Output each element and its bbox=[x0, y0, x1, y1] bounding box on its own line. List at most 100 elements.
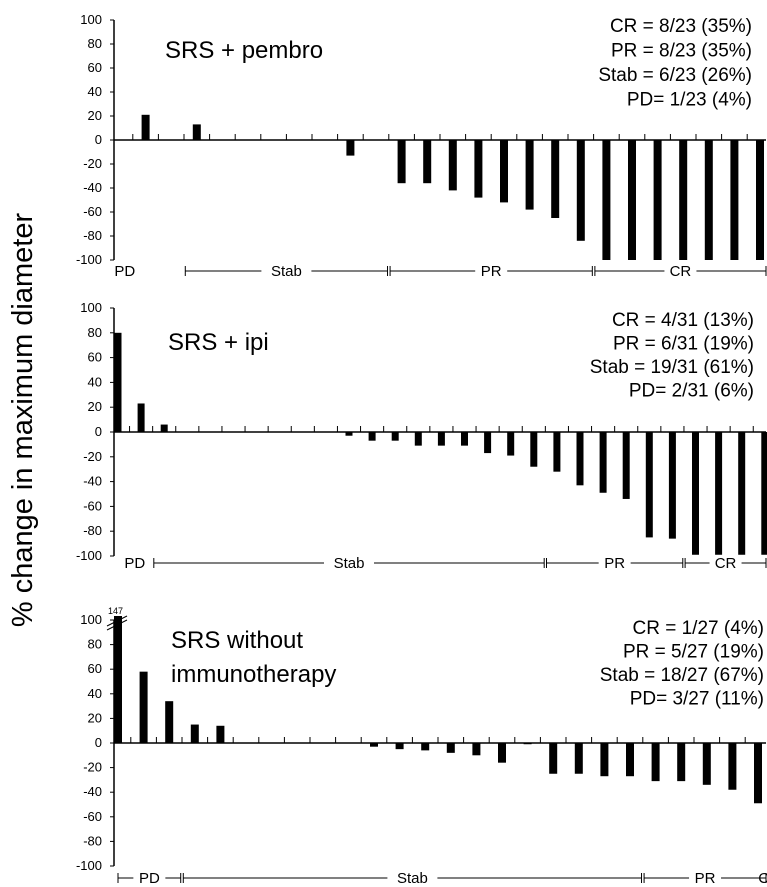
response-group-label: PR bbox=[695, 870, 716, 887]
response-group-label: PD bbox=[114, 263, 135, 280]
bar bbox=[498, 743, 506, 763]
y-axis-label: % change in maximum diameter bbox=[4, 0, 40, 887]
y-tick-label: -80 bbox=[83, 833, 102, 848]
panel-title-line-2: immunotherapy bbox=[171, 661, 336, 688]
bar bbox=[461, 432, 468, 446]
y-tick-label: 80 bbox=[88, 325, 102, 340]
response-group-label: CR bbox=[758, 870, 767, 887]
bar bbox=[192, 124, 201, 140]
chart-panel-no-immunotherapy: SRS without immunotherapy 100 80 60 40 20 0 -2… bbox=[40, 602, 767, 887]
bar bbox=[448, 140, 457, 191]
y-tick-label: -60 bbox=[83, 809, 102, 824]
bar bbox=[668, 432, 676, 539]
chart-svg-ipi: SRS + ipi 100 80 60 40 20 0 -20 -40 -60 -80 -100 CR… bbox=[76, 300, 767, 572]
bar bbox=[507, 432, 515, 456]
response-group-label: PR bbox=[604, 555, 625, 572]
bar bbox=[677, 743, 686, 782]
broken-bar-label: 147 bbox=[108, 606, 123, 616]
response-stat: Stab = 18/27 (67%) bbox=[600, 665, 764, 686]
bar bbox=[414, 432, 422, 446]
bar bbox=[626, 743, 634, 777]
bar bbox=[190, 724, 199, 743]
bar bbox=[346, 140, 355, 156]
bar bbox=[679, 140, 688, 260]
y-tick-label: -80 bbox=[83, 228, 102, 243]
bar bbox=[474, 140, 483, 198]
y-tick-label: -40 bbox=[83, 784, 102, 799]
bar bbox=[368, 432, 376, 441]
bar bbox=[137, 403, 145, 432]
y-tick-label: 60 bbox=[88, 661, 102, 676]
y-tick-label: 20 bbox=[88, 710, 102, 725]
bar bbox=[715, 432, 723, 555]
bar bbox=[530, 432, 538, 467]
bar bbox=[472, 743, 481, 756]
bar bbox=[553, 432, 561, 472]
response-stat: PR = 5/27 (19%) bbox=[623, 642, 764, 663]
bar bbox=[738, 432, 746, 555]
response-group-label: PD bbox=[139, 870, 160, 887]
bar bbox=[599, 432, 607, 493]
response-stat: PD= 3/27 (11%) bbox=[630, 689, 764, 710]
y-tick-label: -80 bbox=[83, 523, 102, 538]
bar bbox=[114, 616, 122, 743]
panel-title: SRS + pembro bbox=[165, 37, 323, 64]
bar bbox=[576, 432, 584, 486]
bar bbox=[576, 140, 585, 241]
response-stat: Stab = 19/31 (61%) bbox=[590, 357, 754, 378]
y-tick-label: 80 bbox=[88, 36, 102, 51]
chart-panel-ipi: SRS + ipi 100 80 60 40 20 0 -20 -40 -60 -80 -100 CR… bbox=[40, 292, 767, 602]
y-tick-label: -20 bbox=[83, 156, 102, 171]
y-tick-label: 80 bbox=[88, 637, 102, 652]
y-tick-label: -20 bbox=[83, 760, 102, 775]
bar bbox=[500, 140, 508, 203]
y-tick-label: 0 bbox=[95, 424, 102, 439]
y-tick-label: 100 bbox=[80, 612, 102, 627]
y-tick-label: 20 bbox=[88, 108, 102, 123]
axis-break-mark bbox=[106, 619, 128, 631]
y-tick-label: -40 bbox=[83, 474, 102, 489]
response-stat: PR = 6/31 (19%) bbox=[613, 334, 754, 355]
bar bbox=[756, 140, 764, 260]
panel-title-line-1: SRS without bbox=[171, 627, 303, 654]
response-stat: CR = 8/23 (35%) bbox=[610, 16, 752, 37]
panel-title: SRS + ipi bbox=[168, 329, 269, 356]
response-group-label: PR bbox=[481, 263, 502, 280]
bar bbox=[395, 743, 404, 750]
y-tick-label: 0 bbox=[95, 735, 102, 750]
axis-break-mark bbox=[106, 615, 128, 627]
y-tick-label: -60 bbox=[83, 498, 102, 513]
y-tick-label: -40 bbox=[83, 180, 102, 195]
y-tick-label: 100 bbox=[80, 300, 102, 315]
response-stat: PD= 1/23 (4%) bbox=[627, 90, 752, 111]
bar bbox=[761, 432, 767, 555]
response-stat: CR = 4/31 (13%) bbox=[612, 310, 754, 331]
response-group-label: PD bbox=[124, 555, 145, 572]
y-tick-label: 60 bbox=[88, 350, 102, 365]
bar bbox=[728, 743, 737, 790]
chart-svg-no-immunotherapy: SRS without immunotherapy 100 80 60 40 20 0 -2… bbox=[76, 606, 767, 887]
bar bbox=[484, 432, 492, 454]
bar bbox=[730, 140, 739, 260]
bar bbox=[692, 432, 699, 555]
response-group-label: Stab bbox=[334, 555, 365, 572]
bar bbox=[216, 725, 225, 743]
y-tick-label: 60 bbox=[88, 60, 102, 75]
y-tick-label: 40 bbox=[88, 686, 102, 701]
bar bbox=[600, 743, 609, 777]
y-tick-label: 20 bbox=[88, 399, 102, 414]
response-group-label: CR bbox=[670, 263, 692, 280]
bar bbox=[160, 424, 168, 432]
bar bbox=[139, 671, 148, 743]
bar bbox=[370, 743, 378, 747]
bar bbox=[165, 701, 174, 743]
bar bbox=[551, 140, 560, 218]
bar bbox=[651, 743, 660, 782]
y-tick-label: 40 bbox=[88, 84, 102, 99]
bar bbox=[653, 140, 662, 260]
bar bbox=[446, 743, 455, 753]
bar bbox=[549, 743, 558, 774]
bar bbox=[622, 432, 630, 499]
bar bbox=[704, 140, 713, 260]
bar bbox=[602, 140, 611, 260]
